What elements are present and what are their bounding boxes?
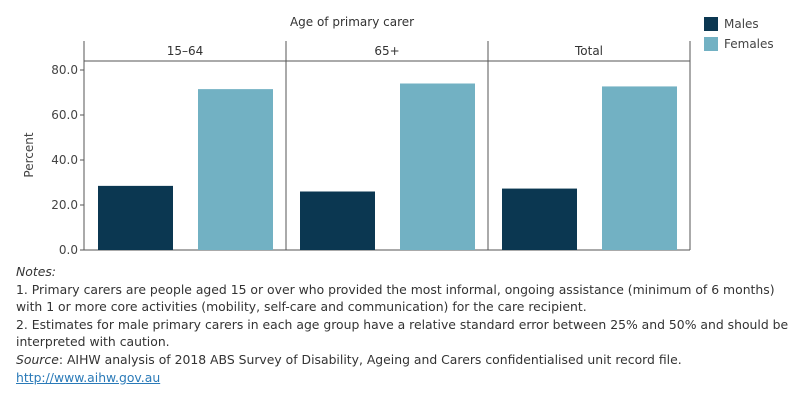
legend-swatch-females	[704, 37, 718, 51]
chart: Age of primary carer Percent 0.0 20.0 40.0…	[22, 14, 774, 257]
source-line: Source: AIHW analysis of 2018 ABS Survey…	[16, 351, 796, 369]
bar-males-1	[300, 191, 375, 250]
y-tick-label-0: 0.0	[59, 243, 78, 257]
legend: Males Females	[704, 14, 774, 54]
note-2: 2. Estimates for male primary carers in …	[16, 316, 789, 350]
bar-females-0	[198, 89, 273, 250]
y-tick-label-4: 80.0	[51, 63, 78, 77]
source-label: Source	[16, 351, 59, 367]
bar-females-1	[400, 83, 475, 250]
legend-item-females[interactable]: Females	[704, 34, 774, 54]
plot-area: 0.0 20.0 40.0 60.0 80.0 15–64 65+ Total	[51, 41, 691, 257]
notes-section: Notes: 1. Primary carers are people aged…	[16, 263, 796, 386]
y-tick-label-1: 20.0	[51, 198, 78, 212]
legend-item-males[interactable]: Males	[704, 14, 774, 34]
legend-label-males: Males	[724, 17, 759, 31]
note-1: 1. Primary carers are people aged 15 or …	[16, 281, 775, 315]
aihw-link[interactable]: http://www.aihw.gov.au	[16, 369, 161, 385]
facet-title: Age of primary carer	[290, 15, 414, 29]
y-tick-label-3: 60.0	[51, 108, 78, 122]
facet-label-0: 15–64	[167, 44, 204, 58]
bar-males-2	[502, 188, 577, 250]
notes-heading: Notes:	[16, 264, 56, 279]
bar-males-0	[98, 185, 173, 250]
bar-chart: Age of primary carer Percent 0.0 20.0 40.0…	[22, 15, 691, 257]
facet-label-2: Total	[574, 44, 603, 58]
facet-label-1: 65+	[374, 44, 399, 58]
legend-swatch-males	[704, 17, 718, 31]
bar-females-2	[602, 86, 677, 250]
y-tick-label-2: 40.0	[51, 153, 78, 167]
legend-label-females: Females	[724, 37, 774, 51]
y-axis-label: Percent	[22, 132, 36, 177]
source-text: : AIHW analysis of 2018 ABS Survey of Di…	[58, 351, 682, 367]
